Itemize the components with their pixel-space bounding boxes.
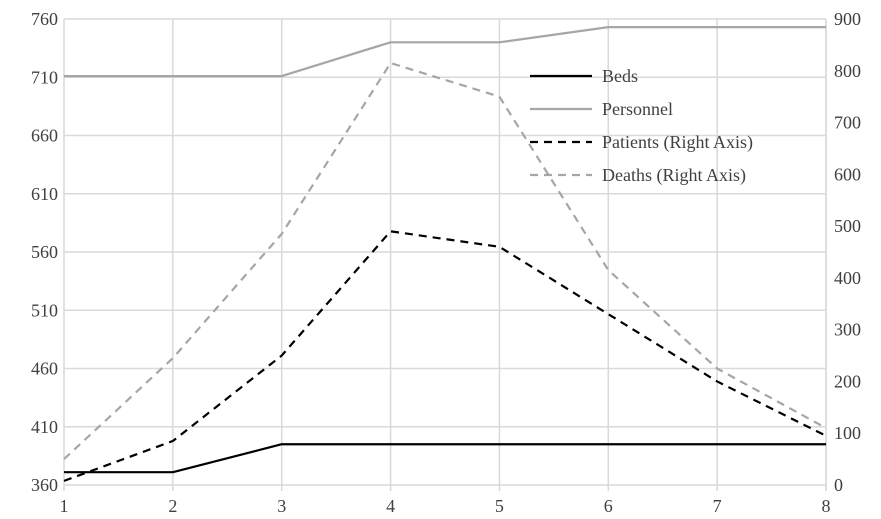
legend-entry: Beds — [530, 66, 638, 86]
left-y-tick-label: 510 — [31, 300, 58, 320]
series-line-personnel — [64, 26, 826, 78]
right-y-tick-label: 100 — [834, 423, 861, 443]
legend: Beds Personnel Patients (Right Axis) Deaths… — [530, 66, 753, 186]
x-tick-label: 1 — [60, 496, 69, 516]
axis-layer — [63, 19, 827, 491]
left-y-tick-label: 660 — [31, 126, 58, 146]
left-y-tick-label: 610 — [31, 184, 58, 204]
legend-entry: Deaths (Right Axis) — [530, 165, 746, 186]
left-y-tick-label: 560 — [31, 242, 58, 262]
x-tick-label: 3 — [277, 496, 286, 516]
x-tick-label: 4 — [386, 496, 395, 516]
right-y-tick-label: 500 — [834, 216, 861, 236]
series-layer — [63, 26, 827, 482]
x-tick-label: 8 — [822, 496, 831, 516]
right-axis-tick-labels: 0 100 200 300 400 500 600 700 800 900 — [834, 9, 861, 495]
x-tick-label: 7 — [713, 496, 722, 516]
right-y-tick-label: 200 — [834, 371, 861, 391]
right-y-tick-label: 700 — [834, 113, 861, 133]
left-axis-tick-labels: 360 410 460 510 560 610 660 710 760 — [31, 9, 58, 495]
left-y-tick-label: 710 — [31, 67, 58, 87]
left-y-tick-label: 360 — [31, 475, 58, 495]
series-line-beds — [64, 443, 826, 474]
series-line-deaths-right-axis — [63, 61, 827, 460]
x-axis-tick-labels: 1 2 3 4 5 6 7 8 — [60, 496, 831, 516]
legend-entry: Personnel — [530, 99, 673, 119]
legend-label: Patients (Right Axis) — [602, 132, 753, 153]
right-y-tick-label: 900 — [834, 9, 861, 29]
legend-entry: Patients (Right Axis) — [530, 132, 753, 153]
x-tick-label: 5 — [495, 496, 504, 516]
left-y-tick-label: 760 — [31, 9, 58, 29]
right-y-tick-label: 300 — [834, 320, 861, 340]
x-tick-label: 6 — [604, 496, 613, 516]
left-y-tick-label: 460 — [31, 359, 58, 379]
right-y-tick-label: 400 — [834, 268, 861, 288]
right-y-tick-label: 600 — [834, 164, 861, 184]
legend-label: Deaths (Right Axis) — [602, 165, 746, 186]
grid-layer — [64, 18, 827, 485]
right-y-tick-label: 0 — [834, 475, 843, 495]
x-tick-label: 2 — [168, 496, 177, 516]
legend-label: Beds — [602, 66, 638, 86]
left-y-tick-label: 410 — [31, 417, 58, 437]
right-y-tick-label: 800 — [834, 61, 861, 81]
legend-label: Personnel — [602, 99, 673, 119]
